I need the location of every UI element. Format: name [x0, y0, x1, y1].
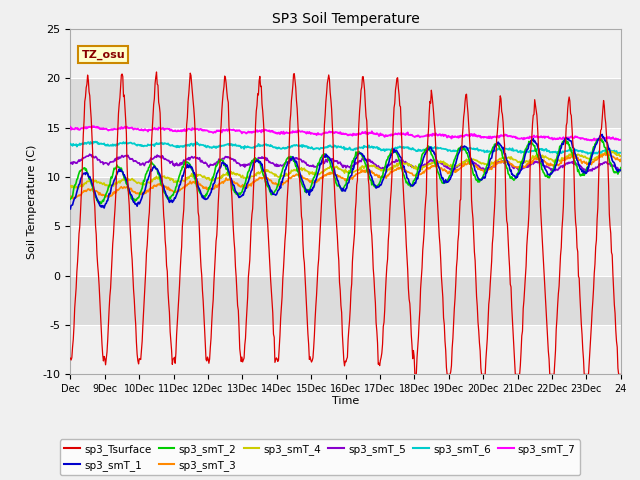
Bar [70, 128, 621, 177]
Bar [70, 226, 621, 276]
Bar [70, 276, 621, 325]
Bar [70, 29, 621, 78]
Legend: sp3_Tsurface, sp3_smT_1, sp3_smT_2, sp3_smT_3, sp3_smT_4, sp3_smT_5, sp3_smT_6, : sp3_Tsurface, sp3_smT_1, sp3_smT_2, sp3_… [60, 439, 580, 475]
Bar [70, 325, 621, 374]
Bar [70, 177, 621, 226]
Y-axis label: Soil Temperature (C): Soil Temperature (C) [27, 144, 37, 259]
Text: TZ_osu: TZ_osu [81, 49, 125, 60]
Title: SP3 Soil Temperature: SP3 Soil Temperature [272, 12, 419, 26]
Bar [70, 78, 621, 128]
X-axis label: Time: Time [332, 396, 359, 406]
